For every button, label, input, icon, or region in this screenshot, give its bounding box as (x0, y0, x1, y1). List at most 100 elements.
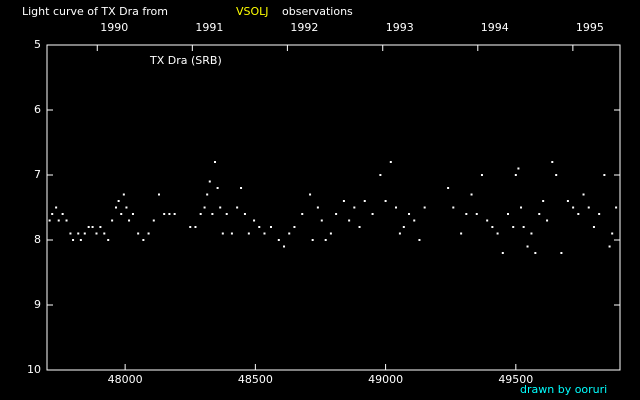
data-point (51, 213, 54, 215)
credit: drawn by ooruri (520, 383, 607, 396)
data-point (546, 219, 549, 222)
data-point (582, 193, 585, 196)
data-point (311, 239, 314, 241)
data-point (87, 226, 90, 228)
data-point (538, 213, 541, 215)
data-point (592, 226, 595, 228)
data-point (598, 213, 601, 215)
data-point (283, 245, 286, 248)
data-point (496, 232, 499, 235)
y-tick-label: 10 (27, 363, 41, 376)
data-point (111, 219, 114, 222)
data-point (91, 226, 94, 228)
y-tick-label: 6 (34, 103, 41, 116)
year-label: 1994 (481, 21, 509, 34)
data-point (566, 200, 569, 202)
x-tick-label: 49500 (498, 373, 533, 386)
y-tick-label: 7 (34, 168, 41, 181)
x-tick-label: 49000 (368, 373, 403, 386)
data-point (555, 174, 558, 176)
data-point (211, 213, 214, 215)
data-point (520, 206, 523, 209)
data-point (168, 213, 171, 215)
data-point (77, 232, 80, 235)
data-point (480, 174, 483, 176)
data-point (72, 239, 75, 241)
data-point (486, 219, 489, 222)
data-point (189, 226, 192, 228)
data-point (408, 213, 411, 215)
data-point (491, 226, 494, 228)
data-point (216, 187, 219, 189)
y-tick-label: 8 (34, 233, 41, 246)
data-point (258, 226, 261, 228)
data-point (61, 213, 64, 215)
x-tick-label: 48000 (108, 373, 143, 386)
data-point (120, 213, 123, 215)
data-point (342, 200, 345, 202)
plot-frame (46, 44, 621, 371)
data-point (423, 206, 426, 209)
data-point (152, 219, 155, 222)
data-point (363, 200, 366, 202)
data-point (55, 206, 58, 209)
data-point (163, 213, 166, 215)
data-point (219, 206, 222, 209)
data-point (514, 174, 517, 176)
data-point (173, 213, 176, 215)
data-point (398, 232, 401, 235)
data-point (147, 232, 150, 235)
year-label: 1991 (195, 21, 223, 34)
data-point (475, 213, 478, 215)
data-point (57, 219, 60, 222)
data-point (335, 213, 338, 215)
data-point (128, 219, 131, 222)
data-point (577, 213, 580, 215)
data-point (236, 206, 239, 209)
data-point (320, 219, 323, 222)
data-point (277, 239, 280, 241)
chart-title: Light curve of TX Dra from (22, 5, 168, 18)
data-point (288, 232, 291, 235)
data-point (65, 219, 68, 222)
y-tick-label: 5 (34, 38, 41, 51)
data-point (465, 213, 468, 215)
data-point (353, 206, 356, 209)
data-point (269, 226, 272, 228)
year-label: 1993 (386, 21, 414, 34)
data-point (470, 193, 473, 196)
data-point (117, 200, 120, 202)
data-point (603, 174, 606, 176)
data-point (103, 232, 106, 235)
data-point (253, 219, 256, 222)
data-point (460, 232, 463, 235)
data-point (206, 193, 209, 196)
data-point (137, 232, 140, 235)
data-point (501, 252, 504, 254)
data-point (131, 213, 134, 215)
data-point (199, 213, 202, 215)
data-point (194, 226, 197, 228)
data-point (301, 213, 304, 215)
x-tick-label: 48500 (238, 373, 273, 386)
data-point (560, 252, 563, 254)
data-point (329, 232, 332, 235)
data-point (587, 206, 590, 209)
title-source: VSOLJ (236, 5, 269, 18)
data-point (379, 174, 382, 176)
data-point (615, 206, 618, 209)
data-point (225, 213, 228, 215)
data-point (608, 245, 611, 248)
year-label: 1990 (100, 21, 128, 34)
data-point (83, 232, 86, 235)
data-point (517, 167, 520, 170)
y-tick-label: 9 (34, 298, 41, 311)
data-point (122, 193, 125, 196)
data-point (293, 226, 296, 228)
star-label: TX Dra (SRB) (149, 54, 222, 67)
data-point (534, 252, 537, 254)
data-point (389, 161, 392, 163)
data-point (95, 232, 98, 235)
data-point (371, 213, 374, 215)
